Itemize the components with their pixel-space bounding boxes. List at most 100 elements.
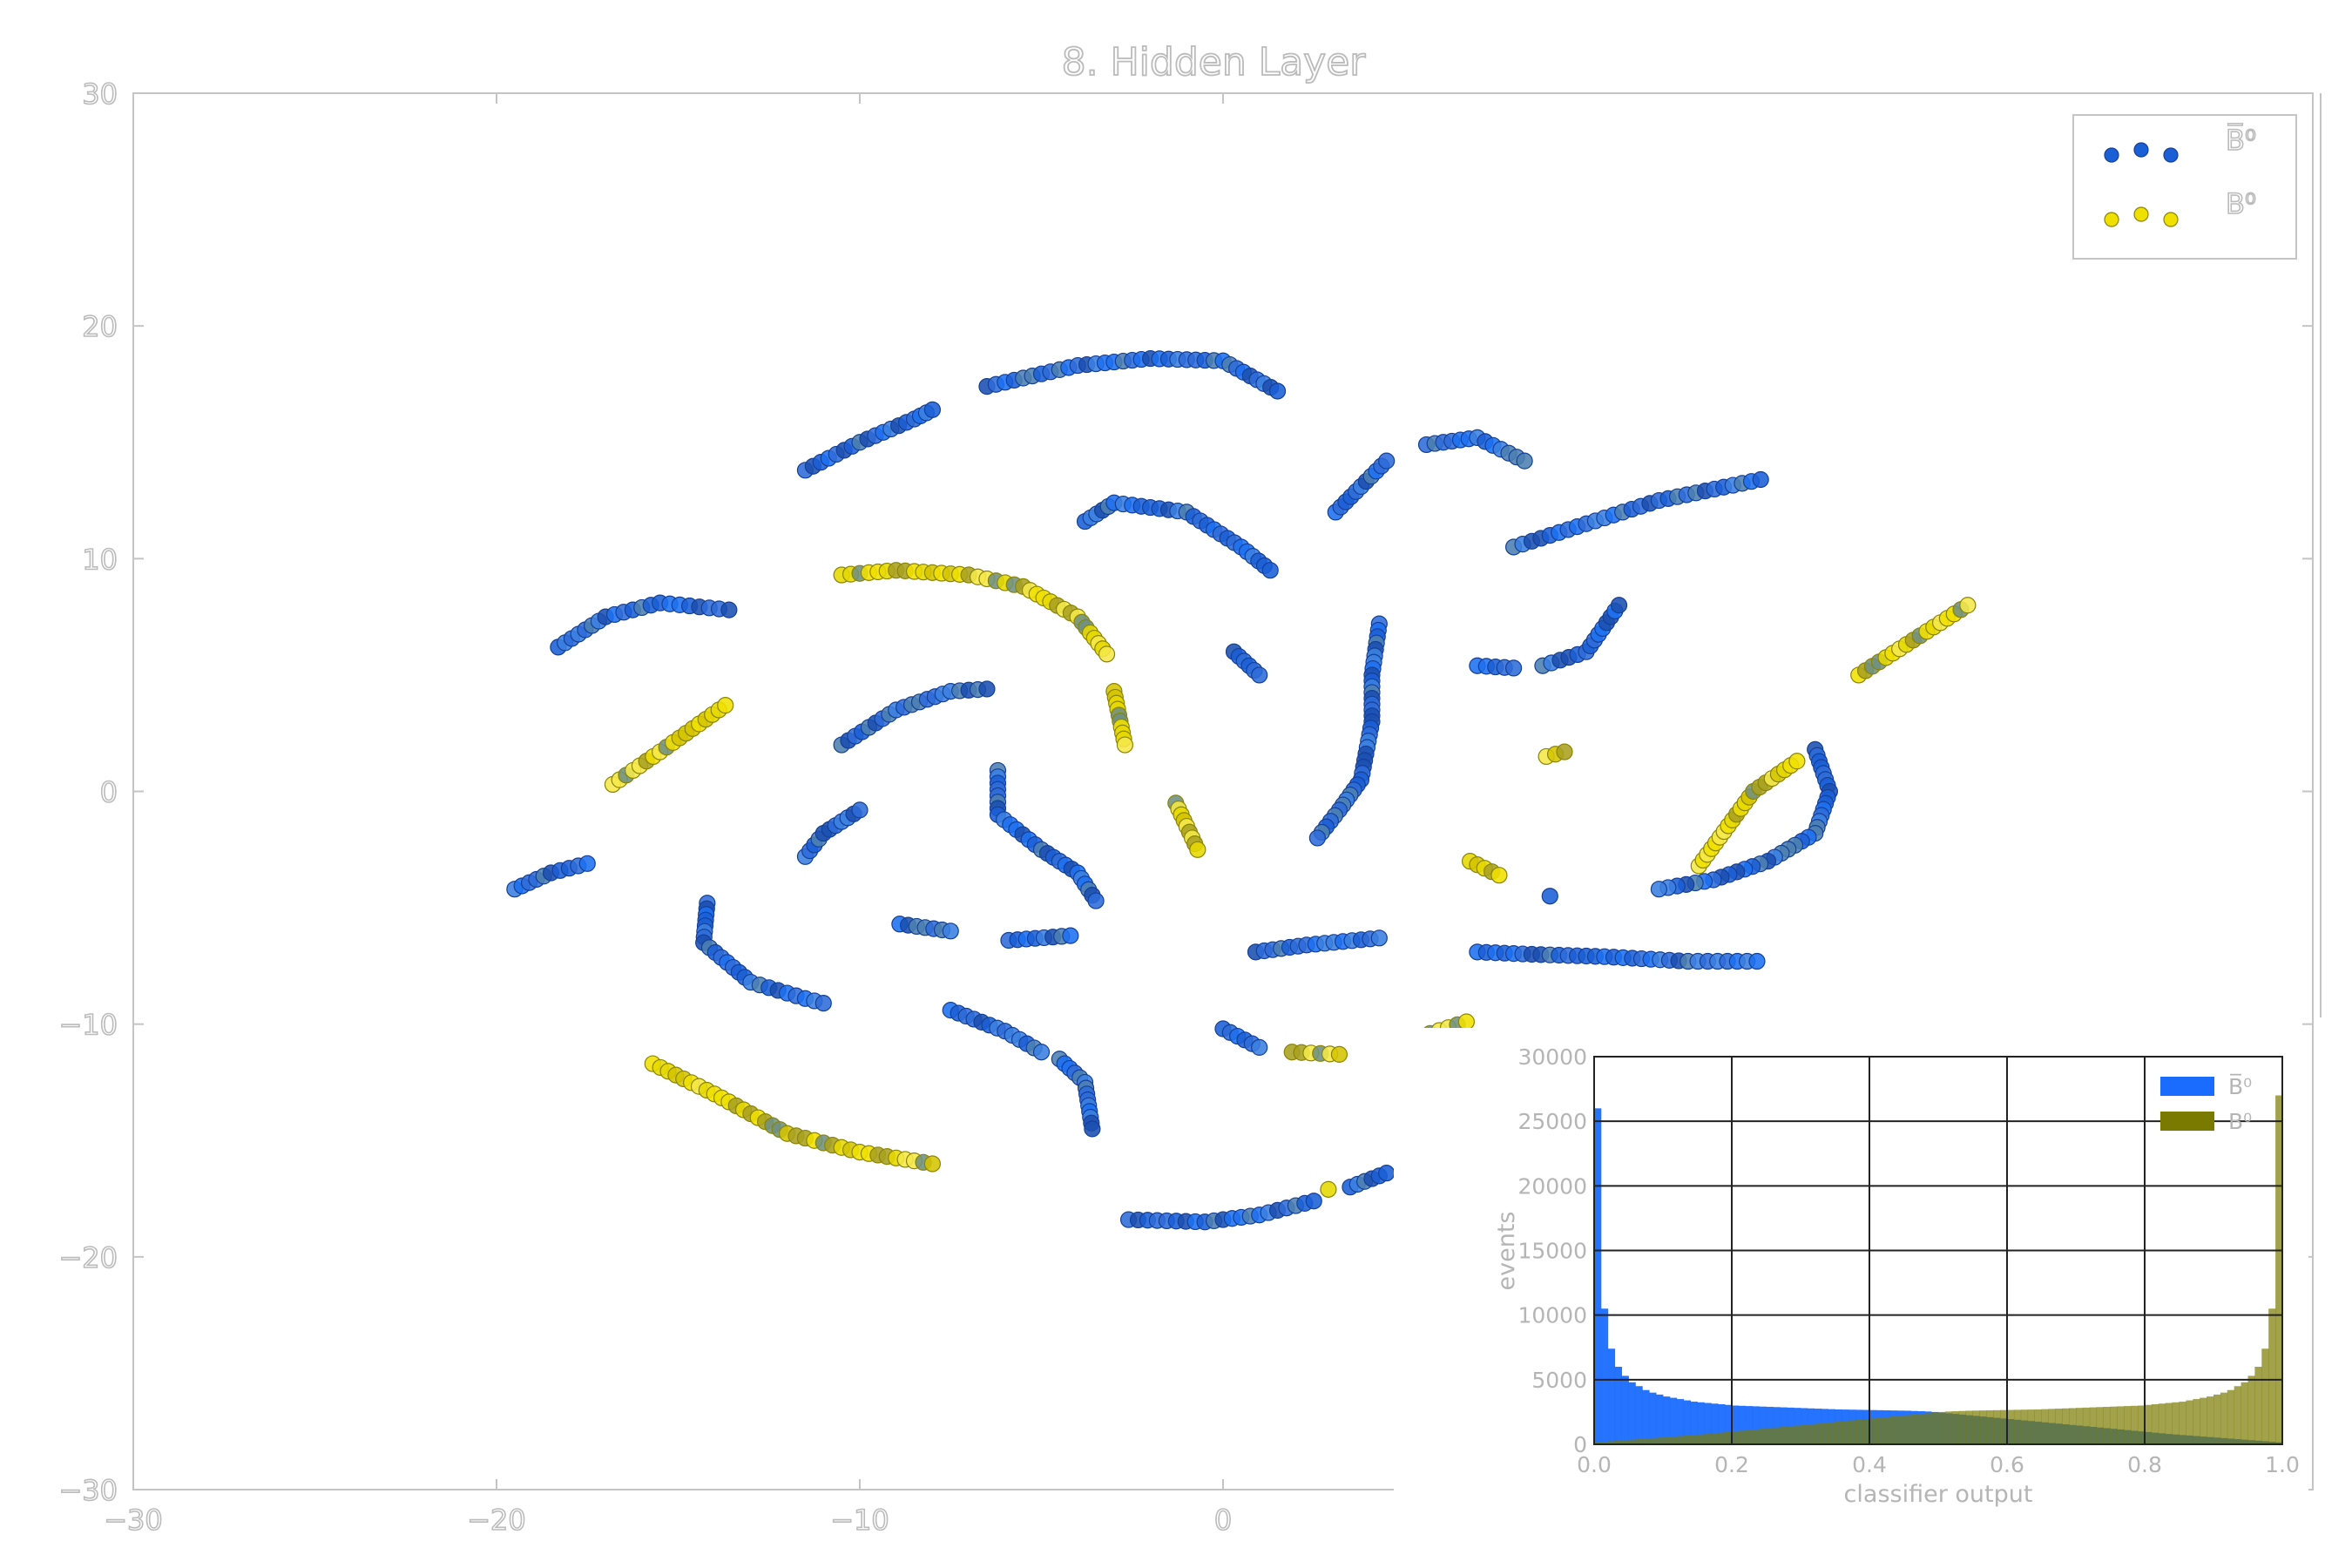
histogram-bar [1635, 1386, 1643, 1444]
histogram-series-1 [1594, 1095, 2283, 1444]
legend-marker [2163, 212, 2179, 227]
histogram-bar [1725, 1404, 1733, 1444]
histogram-bar [1807, 1424, 1815, 1444]
histogram-bar [1704, 1402, 1712, 1444]
histogram-bar [2145, 1404, 2153, 1444]
histogram-bar [1766, 1406, 1774, 1444]
histogram-bar [2110, 1406, 2118, 1444]
histogram-bar [2020, 1409, 2029, 1444]
x-tick-labels: −30 −20 −10 0 [103, 1503, 1233, 1538]
scatter-series-0 [506, 349, 1838, 1231]
y-tick-label: −30 [58, 1474, 118, 1507]
histogram-bar [1621, 1375, 1629, 1444]
histogram-bar [1669, 1436, 1678, 1444]
y-tick-label: −10 [58, 1009, 118, 1042]
histogram-bar [2172, 1402, 2180, 1444]
histogram-bar [2089, 1407, 2098, 1444]
histogram-bar [1835, 1422, 1842, 1444]
histogram-bar [1718, 1404, 1726, 1444]
histogram-bar [2124, 1406, 2132, 1444]
legend-marker [2133, 206, 2149, 222]
histogram-bar [1663, 1436, 1671, 1444]
histogram-bar [1924, 1413, 1932, 1444]
histogram-bar [2013, 1409, 2022, 1444]
histogram-bar [1683, 1435, 1691, 1444]
scatter-point [1251, 666, 1268, 684]
histogram-bar [1794, 1425, 1801, 1444]
histogram-bar [2275, 1095, 2283, 1444]
histogram-bar [1938, 1411, 1946, 1444]
histogram-bar [1738, 1430, 1747, 1444]
scatter-point [1189, 841, 1206, 858]
histogram-bar [2261, 1348, 2269, 1444]
histogram-bar [2055, 1409, 2063, 1444]
histogram-bar [1732, 1405, 1740, 1444]
histogram-bar [1663, 1396, 1671, 1444]
scatter-point [720, 601, 738, 618]
histogram-bar [2062, 1408, 2070, 1444]
histogram-x-tick-label: 1.0 [2265, 1452, 2300, 1477]
histogram-y-tick-label: 10000 [1517, 1303, 1587, 1328]
scatter-point [1370, 929, 1388, 947]
histogram-bar [1676, 1436, 1685, 1444]
legend: B̅⁰ B⁰ [2072, 114, 2297, 260]
scatter-point [923, 401, 942, 418]
histogram-bar [1628, 1439, 1636, 1444]
histogram-bar [1607, 1441, 1616, 1444]
histogram-legend: B̅⁰ B⁰ [2160, 1073, 2252, 1134]
histogram-bar [2227, 1389, 2235, 1444]
y-tick-label: −20 [58, 1241, 118, 1274]
histogram-bar [1766, 1428, 1774, 1444]
scatter-point [1098, 645, 1116, 663]
scatter-point [1251, 1038, 1268, 1056]
histogram-bar [2138, 1405, 2146, 1444]
histogram-bar [2007, 1409, 2015, 1444]
scatter-point [1308, 829, 1327, 847]
histogram-bar [2048, 1409, 2056, 1444]
histogram-legend-label-b0: B⁰ [2228, 1109, 2252, 1134]
histogram-x-tick-label: 0.0 [1577, 1452, 1612, 1477]
histogram-y-tick-labels: 0 5000 10000 15000 20000 25000 30000 [1517, 1044, 1587, 1457]
histogram-bar [1862, 1419, 1870, 1444]
histogram-bar [1697, 1402, 1705, 1444]
histogram-bar [1773, 1407, 1781, 1444]
histogram-bar [1773, 1427, 1781, 1444]
y-tick-label: 30 [82, 78, 118, 111]
scatter-point [1516, 452, 1533, 470]
legend-marker [2104, 212, 2119, 227]
scatter-series-1 [604, 562, 1977, 1198]
histogram-bar [1656, 1437, 1664, 1444]
scatter-point [578, 855, 596, 872]
y-tick-labels: 30 20 10 0 −10 −20 −30 [58, 77, 118, 1508]
histogram-bar [1725, 1431, 1733, 1444]
histogram-bar [2234, 1386, 2241, 1444]
histogram-x-tick-label: 0.6 [1990, 1452, 2024, 1477]
y-tick-label: 0 [100, 776, 118, 809]
histogram-bar [1896, 1416, 1904, 1444]
scatter-point [1788, 753, 1806, 770]
histogram-bar [1848, 1420, 1856, 1444]
x-tick-label: −20 [467, 1504, 526, 1537]
histogram-bar [1910, 1414, 1918, 1444]
histogram-x-tick-label: 0.4 [1852, 1452, 1887, 1477]
legend-marker [2163, 147, 2179, 163]
histogram-bar [2240, 1382, 2248, 1444]
histogram-bar [1993, 1409, 2001, 1444]
histogram-bar [1752, 1429, 1760, 1444]
scatter-point [1610, 597, 1628, 614]
histogram-bar [1787, 1407, 1794, 1444]
histogram-bar [1903, 1415, 1911, 1444]
histogram-bar [1986, 1409, 1994, 1444]
histogram-bar [1635, 1439, 1643, 1444]
histogram-bar [1745, 1406, 1754, 1444]
legend-marker [2133, 142, 2149, 158]
x-tick-label: −30 [104, 1504, 163, 1537]
scatter-point [1062, 927, 1079, 944]
scatter-point [1268, 382, 1287, 400]
legend-swatch-b0 [2160, 1112, 2214, 1131]
scatter-point [717, 697, 734, 714]
histogram-bar [2179, 1402, 2186, 1444]
scatter-point [814, 995, 832, 1012]
histogram-bar [1752, 1406, 1760, 1444]
